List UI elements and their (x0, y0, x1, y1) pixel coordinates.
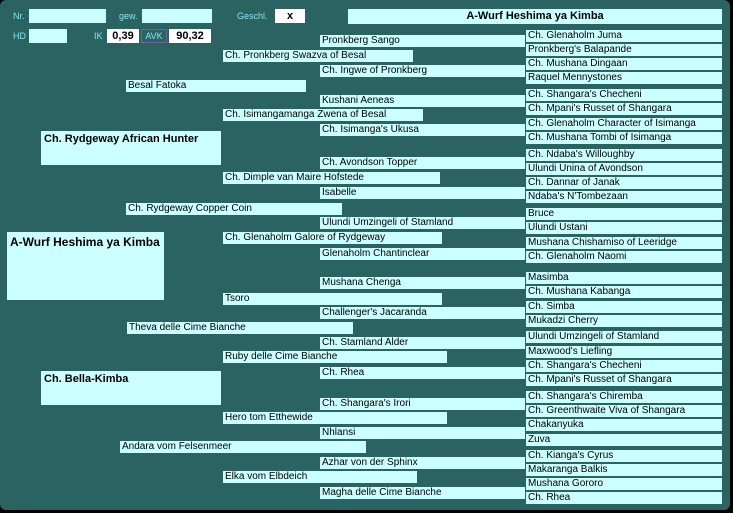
sire-name[interactable]: Ch. Rydgeway African Hunter (41, 131, 221, 165)
geschl-field[interactable]: x (275, 9, 305, 23)
gen4-name[interactable]: Mushana Chenga (320, 277, 525, 289)
gen5-name[interactable]: Mukadzi Cherry (526, 315, 722, 327)
gen4-name[interactable]: Ch. Avondson Topper (320, 157, 525, 169)
gen3-name[interactable]: Ruby delle Cime Bianche (223, 351, 447, 363)
gen5-name[interactable]: Ch. Shangara's Checheni (526, 89, 722, 101)
gen5-name[interactable]: Maxwood's Liefling (526, 346, 722, 358)
gen3-name[interactable]: Ch. Isimangamanga Zwena of Besal (223, 109, 423, 121)
gen5-name[interactable]: Ch. Glenaholm Naomi (526, 251, 722, 263)
gen5-name[interactable]: Ch. Glenaholm Character of Isimanga (526, 118, 722, 130)
nr-field[interactable] (29, 9, 106, 23)
gen5-name[interactable]: Bruce (526, 208, 722, 220)
gen4-name[interactable]: Ch. Isimanga's Ukusa (320, 124, 525, 136)
gen4-name[interactable]: Kushani Aeneas (320, 95, 525, 107)
gen5-name[interactable]: Ch. Dannar of Janak (526, 177, 722, 189)
ik-field[interactable]: 0,39 (107, 29, 139, 43)
gen4-name[interactable]: Challenger's Jacaranda (320, 307, 525, 319)
gen5-name[interactable]: Ch. Simba (526, 301, 722, 313)
gen3-name[interactable]: Tsoro (223, 293, 442, 305)
gen5-name[interactable]: Ch. Greenthwaite Viva of Shangara (526, 405, 722, 417)
gen3-name[interactable]: Ch. Glenaholm Galore of Rydgeway (223, 232, 442, 244)
subject-name[interactable]: A-Wurf Heshima ya Kimba (7, 232, 164, 300)
gew-field[interactable] (142, 9, 212, 23)
nr-label: Nr. (13, 11, 25, 21)
gen5-name[interactable]: Mushana Gororo (526, 478, 722, 490)
grandparent-name[interactable]: Theva delle Cime Bianche (127, 322, 353, 334)
gen5-name[interactable]: Ndaba's N'Tombezaan (526, 191, 722, 203)
avk-field[interactable]: 90,32 (169, 29, 211, 43)
gen3-name[interactable]: Hero tom Etthewide (223, 412, 447, 424)
gen4-name[interactable]: Magha delle Cime Bianche (320, 487, 525, 499)
gen3-name[interactable]: Elka vom Elbdeich (223, 471, 417, 483)
gen5-name[interactable]: Raquel Mennystones (526, 72, 722, 84)
avk-label: AVK (141, 29, 167, 43)
title-field[interactable]: A-Wurf Heshima ya Kimba (348, 9, 722, 24)
gen5-name[interactable]: Ch. Ndaba's Willoughby (526, 149, 722, 161)
grandparent-name[interactable]: Andara vom Felsenmeer (120, 441, 366, 453)
gew-label: gew. (119, 11, 138, 21)
gen5-name[interactable]: Ch. Mpani's Russet of Shangara (526, 103, 722, 115)
hd-label: HD (13, 31, 26, 41)
gen4-name[interactable]: Isabelle (320, 187, 525, 199)
gen5-name[interactable]: Ch. Shangara's Checheni (526, 360, 722, 372)
gen4-name[interactable]: Azhar von der Sphinx (320, 457, 525, 469)
gen3-name[interactable]: Ch. Pronkberg Swazva of Besal (223, 50, 413, 62)
gen5-name[interactable]: Ulundi Ustani (526, 222, 722, 234)
gen5-name[interactable]: Mushana Chishamiso of Leeridge (526, 237, 722, 249)
grandparent-name[interactable]: Ch. Rydgeway Copper Coin (126, 203, 342, 215)
gen4-name[interactable]: Ulundi Umzingeli of Stamland (320, 217, 525, 229)
gen5-name[interactable]: Ch. Mushana Dingaan (526, 58, 722, 70)
dam-name[interactable]: Ch. Bella-Kimba (41, 371, 221, 405)
geschl-label: Geschl. (237, 11, 268, 21)
gen5-name[interactable]: Chakanyuka (526, 419, 722, 431)
gen3-name[interactable]: Ch. Dimple van Maire Hofstede (223, 172, 440, 184)
gen4-name[interactable]: Ch. Shangara's Irori (320, 398, 525, 410)
gen4-name[interactable]: Pronkberg Sango (320, 35, 525, 47)
gen4-name[interactable]: Nhlansi (320, 427, 525, 439)
grandparent-name[interactable]: Besal Fatoka (126, 80, 306, 92)
gen5-name[interactable]: Ch. Shangara's Chiremba (526, 391, 722, 403)
gen5-name[interactable]: Ch. Kianga's Cyrus (526, 450, 722, 462)
gen4-name[interactable]: Ch. Stamland Alder (320, 337, 525, 349)
ik-label: IK (94, 31, 103, 41)
gen4-name[interactable]: Ch. Ingwe of Pronkberg (320, 65, 525, 77)
gen5-name[interactable]: Ulundi Unina of Avondson (526, 163, 722, 175)
gen5-name[interactable]: Zuva (526, 434, 722, 446)
hd-field[interactable] (29, 29, 67, 43)
gen5-name[interactable]: Ch. Mpani's Russet of Shangara (526, 374, 722, 386)
gen5-name[interactable]: Masimba (526, 272, 722, 284)
gen5-name[interactable]: Ch. Glenaholm Juma (526, 30, 722, 42)
gen4-name[interactable]: Glenaholm Chantinclear (320, 248, 525, 260)
gen5-name[interactable]: Ch. Rhea (526, 492, 722, 504)
gen5-name[interactable]: Makaranga Balkis (526, 464, 722, 476)
gen5-name[interactable]: Ch. Mushana Tombi of Isimanga (526, 132, 722, 144)
gen5-name[interactable]: Pronkberg's Balapande (526, 44, 722, 56)
gen5-name[interactable]: Ch. Mushana Kabanga (526, 286, 722, 298)
gen5-name[interactable]: Ulundi Umzingeli of Stamland (526, 331, 722, 343)
gen4-name[interactable]: Ch. Rhea (320, 367, 525, 379)
